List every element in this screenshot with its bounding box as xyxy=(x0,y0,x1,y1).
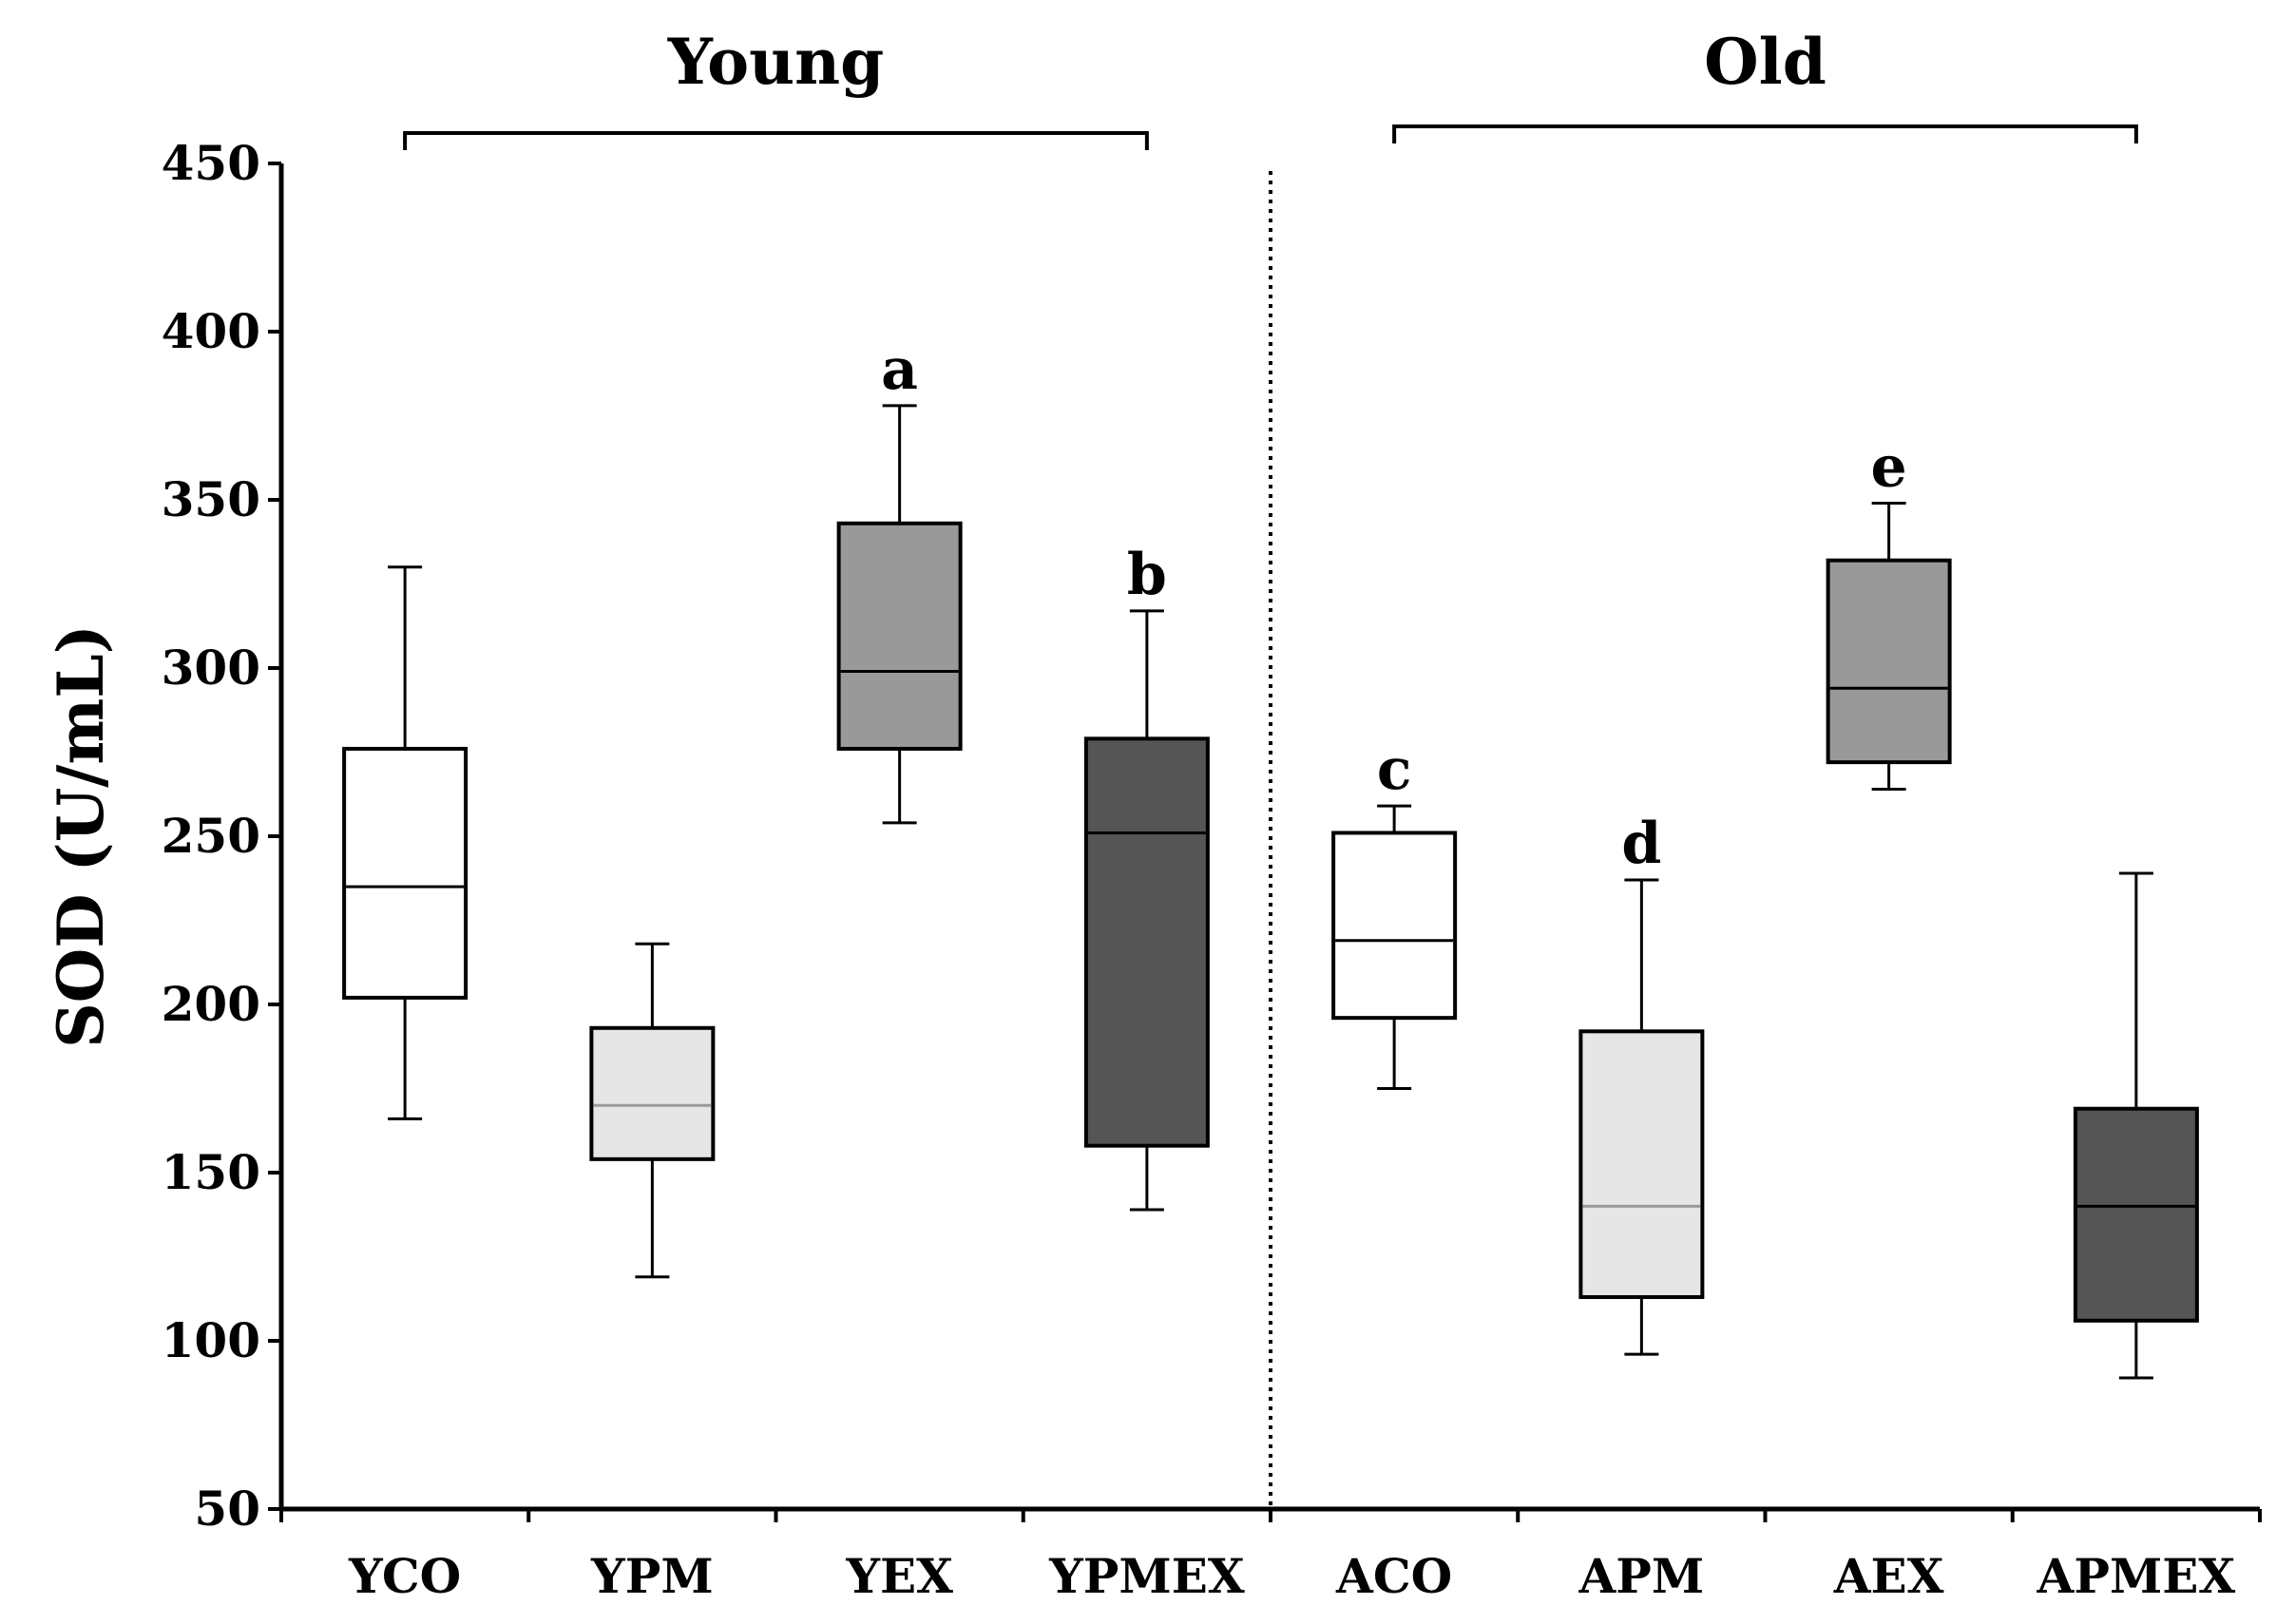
category-label-aco: ACO xyxy=(1335,1548,1452,1604)
y-tick-label-400: 400 xyxy=(162,303,260,359)
group-label-old: Old xyxy=(1704,25,1827,99)
category-label-apm: APM xyxy=(1578,1548,1705,1604)
box-apm xyxy=(1578,1029,1705,1299)
category-label-ypmex: YPMEX xyxy=(1048,1548,1245,1604)
y-tick-label-350: 350 xyxy=(162,471,260,527)
significance-letter-ypmex: b xyxy=(1127,542,1167,608)
significance-letter-aex: e xyxy=(1871,434,1907,501)
y-tick-label-450: 450 xyxy=(162,135,260,191)
box-aco xyxy=(1331,831,1458,1021)
box-apmex xyxy=(2073,1106,2199,1323)
significance-letter-aco: c xyxy=(1377,736,1412,803)
box-aex xyxy=(1826,558,1952,765)
significance-letter-apm: d xyxy=(1621,811,1661,877)
y-tick-label-150: 150 xyxy=(162,1144,260,1200)
y-axis-title: SOD (U/mL) xyxy=(44,624,118,1048)
category-label-ypm: YPM xyxy=(590,1548,714,1604)
category-label-yex: YEX xyxy=(845,1548,953,1604)
y-tick-label-200: 200 xyxy=(162,976,260,1032)
y-tick-label-100: 100 xyxy=(162,1312,260,1368)
y-tick-label-50: 50 xyxy=(194,1481,260,1537)
axes xyxy=(268,124,2262,1522)
category-label-yco: YCO xyxy=(348,1548,461,1604)
box-ypm xyxy=(589,1025,716,1161)
box-series xyxy=(342,404,2199,1380)
category-label-aex: AEX xyxy=(1833,1548,1944,1604)
group-bracket-young xyxy=(403,131,1149,150)
box-yex xyxy=(836,521,963,751)
labels: 50 100 150 200 250 300 350 400 450 YCO YPM YEX a YPME… xyxy=(162,25,2236,1604)
significance-letter-yex: a xyxy=(881,336,918,403)
y-tick-label-250: 250 xyxy=(162,808,260,864)
box-yco xyxy=(342,746,469,1000)
category-label-apmex: APMEX xyxy=(2037,1548,2236,1604)
y-tick-label-300: 300 xyxy=(162,640,260,696)
box-ypmex xyxy=(1083,736,1210,1148)
group-bracket-old xyxy=(1392,124,2138,143)
group-label-young: Young xyxy=(667,25,885,99)
